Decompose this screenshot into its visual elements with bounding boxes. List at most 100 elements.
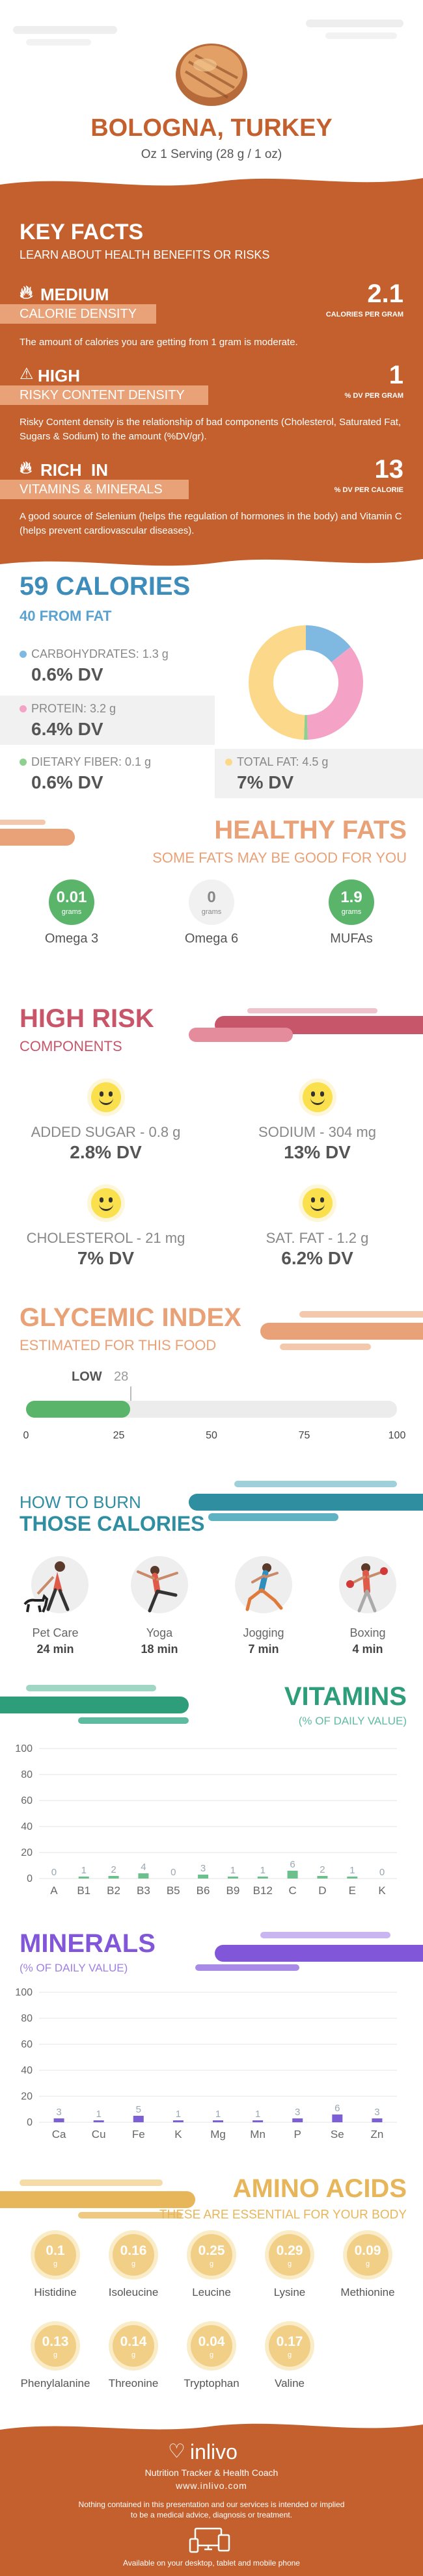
food-title: BOLOGNA, TURKEY <box>90 114 333 142</box>
macro-label: PROTEIN: 3.2 g <box>31 702 116 715</box>
mineral-bar <box>172 2120 184 2122</box>
fact-level: MEDIUM <box>40 285 109 304</box>
amino-badge: 0.04 g <box>191 2325 232 2367</box>
fact-badge <box>0 385 208 405</box>
calories-fat: 40 FROM FAT <box>20 608 112 624</box>
disclaimer-line-2: to be a medical advice, diagnosis or tre… <box>130 2510 293 2519</box>
mineral-ytick: 80 <box>21 2013 33 2024</box>
risk-sat-fat: SAT. FAT - 1.2 g 6.2% DV <box>212 1188 423 1269</box>
amino-name: Methionine <box>340 2286 395 2298</box>
calories-title: 59 CALORIES <box>20 572 191 601</box>
wave-key-facts <box>0 551 423 566</box>
amino-item: 0.29 g Lysine <box>251 2234 329 2299</box>
vitamin-category-label: A <box>50 1884 58 1897</box>
amino-title: AMINO ACIDS <box>232 2174 407 2203</box>
mineral-bar <box>332 2114 343 2122</box>
amino-unit: g <box>209 2351 214 2359</box>
vitamin-value-label: 3 <box>200 1863 206 1874</box>
amino-item: 0.14 g Threonine <box>94 2325 172 2390</box>
stripe-decoration <box>20 2179 163 2186</box>
fat-omega6: 0 grams Omega 6 <box>176 879 247 946</box>
macro-protein: PROTEIN: 3.2 g 6.4% DV <box>0 696 215 745</box>
fat-unit: grams <box>61 908 82 916</box>
cloud-decoration <box>26 39 91 46</box>
stripe-decoration <box>215 1945 423 1962</box>
mineral-category-label: K <box>174 2128 182 2140</box>
vitamin-bar <box>138 1873 149 1879</box>
amino-item: 0.16 g Isoleucine <box>94 2234 172 2299</box>
amino-value: 0.25 <box>198 2243 225 2258</box>
fat-mufas: 1.9 grams MUFAs <box>316 879 387 946</box>
glycemic-tick-label: 50 <box>206 1430 217 1441</box>
fat-badge: 0 grams <box>189 879 234 925</box>
macro-dv: 0.6% DV <box>31 664 103 684</box>
header: BOLOGNA, TURKEY Oz 1 Serving (28 g / 1 o… <box>0 0 423 196</box>
stripe-decoration <box>299 1311 423 1318</box>
wave-top <box>0 178 423 196</box>
risk-dv: 13% DV <box>284 1142 351 1162</box>
amino-unit: g <box>131 2260 136 2268</box>
vitamin-category-label: B3 <box>137 1884 150 1897</box>
mineral-category-label: Fe <box>132 2128 145 2140</box>
fat-value: 0.01 <box>56 889 87 906</box>
mineral-value-label: 3 <box>374 2107 379 2118</box>
mineral-category-label: Zn <box>371 2128 384 2140</box>
fact-level: HIGH <box>38 366 80 385</box>
vitamin-ytick: 0 <box>27 1873 33 1884</box>
stripe-decoration <box>26 1685 156 1691</box>
amino-badge: 0.29 g <box>269 2234 310 2276</box>
mineral-bar <box>93 2120 104 2122</box>
burn-boxing: Boxing 4 min <box>322 1554 413 1656</box>
amino-name: Isoleucine <box>108 2286 159 2298</box>
burn-title-bottom: THOSE CALORIES <box>20 1512 205 1535</box>
risk-label: ADDED SUGAR - 0.8 g <box>31 1124 181 1140</box>
brand-url[interactable]: www.inlivo.com <box>176 2480 247 2491</box>
mineral-category-label: Mn <box>250 2128 266 2140</box>
amino-item: 0.17 g Valine <box>251 2325 329 2390</box>
jogging-icon <box>235 1556 292 1613</box>
stripe-decoration <box>260 1932 390 1938</box>
mineral-value-label: 3 <box>295 2107 300 2118</box>
burn-pet-care: Pet Care 24 min <box>10 1554 101 1656</box>
flame-icon: 🔥︎ <box>20 282 33 302</box>
footer: ♡ inlivo Nutrition Tracker & Health Coac… <box>0 2436 423 2576</box>
fact-value: 1 <box>389 361 403 389</box>
amino-name: Phenylalanine <box>20 2377 90 2389</box>
devices-icon <box>189 2527 230 2553</box>
macro-fat: TOTAL FAT: 4.5 g 7% DV <box>215 749 423 798</box>
vitamin-value-label: 2 <box>320 1864 325 1875</box>
smiley-icon <box>302 1082 333 1112</box>
amino-unit: g <box>53 2351 58 2359</box>
vitamin-value-label: 1 <box>349 1865 355 1876</box>
minerals-section: MINERALS (% OF DAILY VALUE) 0 20 40 60 80 100… <box>0 1924 423 2148</box>
stripe-decoration <box>189 1494 423 1511</box>
mineral-bar <box>213 2120 223 2122</box>
glycemic-ticks: 0 25 50 75 100 <box>0 1430 423 1446</box>
amino-unit: g <box>365 2260 370 2268</box>
wave-footer <box>0 2423 423 2438</box>
amino-item: 0.09 g Methionine <box>329 2234 407 2299</box>
glycemic-subtitle: ESTIMATED FOR THIS FOOD <box>20 1337 217 1353</box>
mineral-category-label: Ca <box>52 2128 66 2140</box>
burn-activity: Boxing <box>349 1626 386 1639</box>
macro-dv: 6.4% DV <box>31 719 103 739</box>
risk-label: SODIUM - 304 mg <box>258 1124 376 1140</box>
serving-size: Oz 1 Serving (28 g / 1 oz) <box>141 148 282 161</box>
fact-unit: % DV PER CALORIE <box>334 486 403 494</box>
stripe-decoration <box>0 1697 189 1713</box>
mineral-bar <box>372 2118 383 2122</box>
mineral-value-label: 1 <box>255 2109 260 2120</box>
stripe-decoration <box>0 829 75 846</box>
burn-time: 18 min <box>141 1643 178 1656</box>
available-text: Available on your desktop, tablet and mo… <box>123 2558 300 2568</box>
macro-dv: 0.6% DV <box>31 772 103 792</box>
calories-section: 59 CALORIES 40 FROM FAT CARBOHYDRATES: 1… <box>0 572 423 813</box>
burn-activity: Yoga <box>146 1626 173 1639</box>
vitamin-value-label: 4 <box>141 1862 146 1873</box>
mineral-bar <box>53 2118 64 2122</box>
healthy-fats-title: HEALTHY FATS <box>214 816 407 844</box>
vitamin-value-label: 1 <box>260 1865 266 1876</box>
glycemic-fill <box>26 1401 130 1418</box>
fat-value: 1.9 <box>340 889 362 906</box>
amino-value: 0.09 <box>354 2243 381 2258</box>
